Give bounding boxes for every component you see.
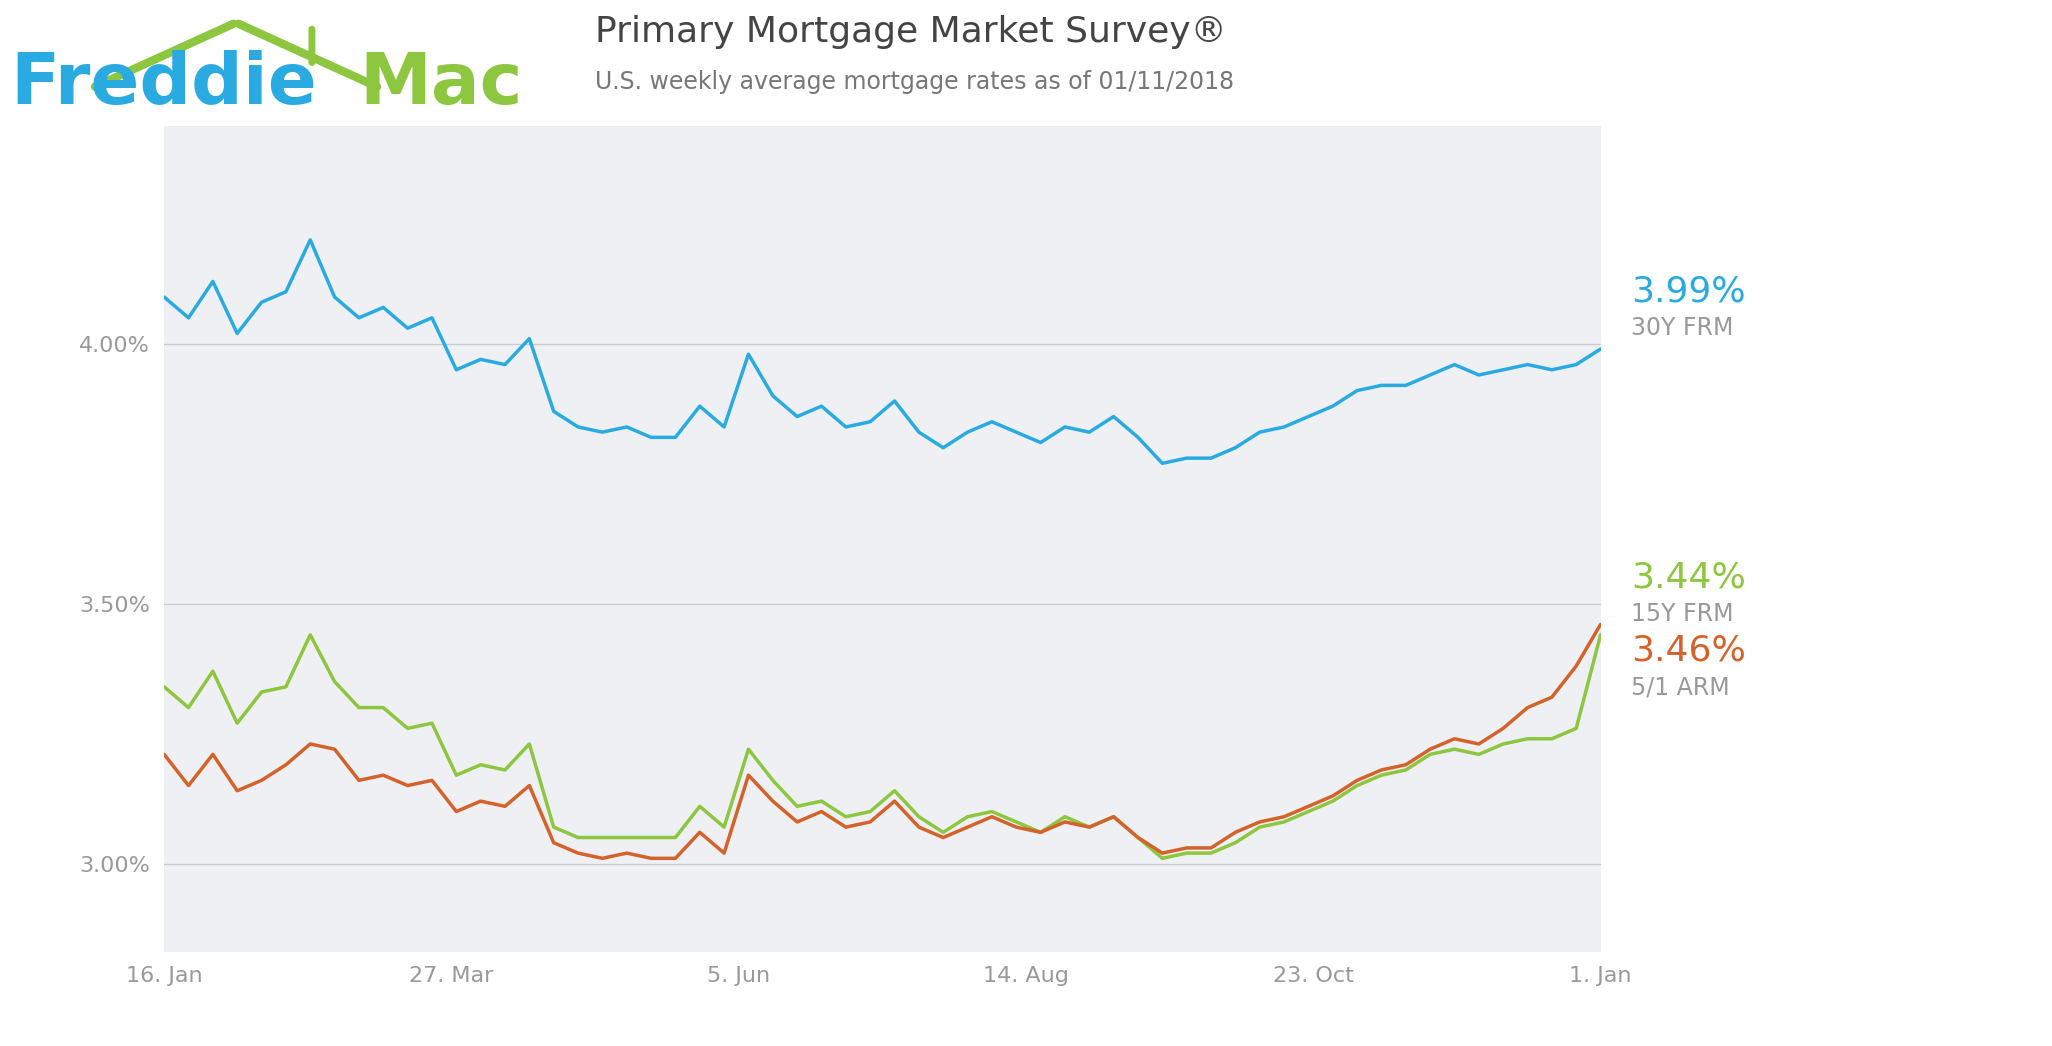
Text: Primary Mortgage Market Survey®: Primary Mortgage Market Survey® <box>595 15 1227 49</box>
Text: Mac: Mac <box>359 50 523 119</box>
Text: Freddie: Freddie <box>10 50 316 119</box>
Text: U.S. weekly average mortgage rates as of 01/11/2018: U.S. weekly average mortgage rates as of… <box>595 70 1233 94</box>
Text: 5/1 ARM: 5/1 ARM <box>1631 676 1730 699</box>
Text: 3.46%: 3.46% <box>1631 634 1746 667</box>
Text: 15Y FRM: 15Y FRM <box>1631 601 1734 626</box>
Text: 3.44%: 3.44% <box>1631 561 1746 594</box>
Text: 30Y FRM: 30Y FRM <box>1631 316 1734 340</box>
Text: 3.99%: 3.99% <box>1631 274 1746 309</box>
